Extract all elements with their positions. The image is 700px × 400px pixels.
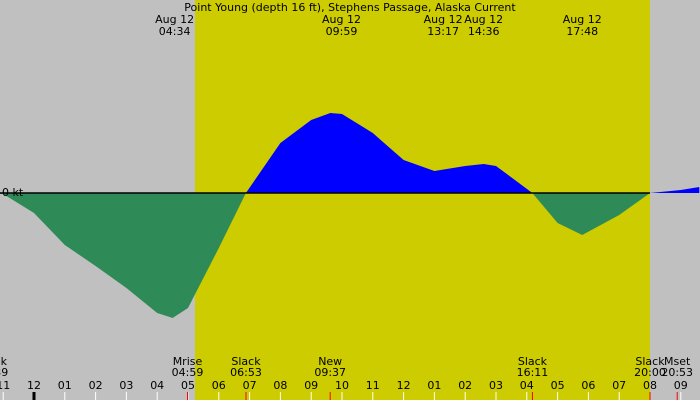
ebb-area bbox=[532, 193, 650, 235]
event-date: Aug 12 bbox=[424, 13, 463, 26]
hour-label: 01 bbox=[427, 379, 441, 392]
hour-label: 03 bbox=[489, 379, 503, 392]
hour-label: 10 bbox=[335, 379, 349, 392]
hour-label: 02 bbox=[89, 379, 103, 392]
hour-label: 02 bbox=[458, 379, 472, 392]
chart-title: Point Young (depth 16 ft), Stephens Pass… bbox=[184, 1, 516, 14]
event-date: Aug 12 bbox=[322, 13, 361, 26]
event-label: Slack bbox=[231, 355, 261, 368]
event-time: 16:11 bbox=[517, 366, 549, 379]
hour-label: 04 bbox=[150, 379, 164, 392]
hour-label: 06 bbox=[581, 379, 595, 392]
event-time: 04:34 bbox=[159, 25, 191, 38]
event-label: Slack bbox=[518, 355, 548, 368]
event-time: 20:53 bbox=[661, 366, 693, 379]
event-time: 09:37 bbox=[314, 366, 346, 379]
hour-label: 08 bbox=[273, 379, 287, 392]
flood-area bbox=[245, 113, 533, 193]
ebb-area bbox=[0, 193, 246, 318]
event-label: New bbox=[318, 355, 342, 368]
hour-label: 07 bbox=[243, 379, 257, 392]
event-time: 14:36 bbox=[468, 25, 500, 38]
hour-label: 05 bbox=[181, 379, 195, 392]
event-date: Aug 12 bbox=[563, 13, 602, 26]
event-time: 13:17 bbox=[427, 25, 459, 38]
y-tick-label: 0 kt bbox=[2, 186, 24, 199]
hour-label: 12 bbox=[397, 379, 411, 392]
event-time: 04:59 bbox=[172, 366, 204, 379]
hour-label: 11 bbox=[366, 379, 380, 392]
hour-label: 03 bbox=[119, 379, 133, 392]
hour-label: 07 bbox=[612, 379, 626, 392]
flood-area bbox=[650, 187, 700, 193]
hour-label: 09 bbox=[304, 379, 318, 392]
event-label: Mset bbox=[664, 355, 691, 368]
event-time: 06:53 bbox=[230, 366, 262, 379]
event-date: Aug 12 bbox=[464, 13, 503, 26]
hour-label: 04 bbox=[520, 379, 534, 392]
event-time: 17:48 bbox=[566, 25, 598, 38]
event-time: 20:00 bbox=[634, 366, 666, 379]
event-label: Slack bbox=[0, 355, 8, 368]
event-label: Slack bbox=[635, 355, 665, 368]
event-label: Mrise bbox=[173, 355, 203, 368]
hour-label: 12 bbox=[27, 379, 41, 392]
hour-label: 01 bbox=[58, 379, 72, 392]
plot bbox=[0, 113, 700, 318]
event-date: Aug 12 bbox=[155, 13, 194, 26]
event-time: 09:59 bbox=[326, 25, 358, 38]
hour-label: 11 bbox=[0, 379, 10, 392]
hour-label: 09 bbox=[674, 379, 688, 392]
hour-label: 05 bbox=[551, 379, 565, 392]
hour-label: 08 bbox=[643, 379, 657, 392]
event-time: 22:39 bbox=[0, 366, 8, 379]
hour-label: 06 bbox=[212, 379, 226, 392]
